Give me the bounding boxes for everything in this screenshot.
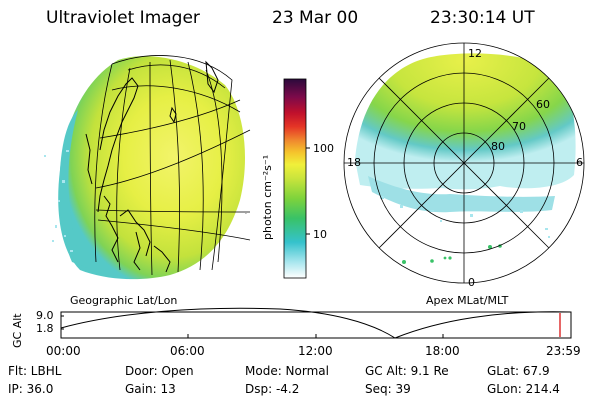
colorbar-tick-100: 100 [313, 142, 334, 155]
mlt-label-6: 6 [576, 156, 583, 169]
altitude-xtick-0600: 06:00 [170, 344, 205, 358]
door-label: Door: Open [125, 364, 194, 378]
geo-caption: Geographic Lat/Lon [70, 294, 178, 307]
filter-label: Flt: LBHL [8, 364, 62, 378]
mode-label: Mode: Normal [245, 364, 329, 378]
altitude-xtick-2359: 23:59 [546, 344, 581, 358]
altitude-xtick-1800: 18:00 [425, 344, 460, 358]
colorbar-tick-10: 10 [313, 228, 327, 241]
colorbar [283, 78, 310, 279]
time-label: 23:30:14 UT [430, 8, 535, 28]
gain-label: Gain: 13 [125, 382, 176, 396]
seq-label: Seq: 39 [365, 382, 411, 396]
ip-label: IP: 36.0 [8, 382, 54, 396]
altitude-ytick-high: 9.0 [36, 309, 54, 322]
altitude-ylabel: GC Alt [11, 313, 24, 348]
instrument-title: Ultraviolet Imager [46, 8, 200, 28]
mlt-label-18: 18 [347, 156, 361, 169]
glat-label: GLat: 67.9 [487, 364, 550, 378]
mlat-label-80: 80 [491, 140, 505, 153]
altitude-xtick-1200: 12:00 [298, 344, 333, 358]
mlat-label-70: 70 [512, 120, 526, 133]
altitude-xtick-0000: 00:00 [46, 344, 81, 358]
mlt-label-12: 12 [468, 47, 482, 60]
altitude-ytick-low: 1.8 [36, 322, 54, 335]
mlt-label-0: 0 [468, 276, 475, 289]
polar-caption: Apex MLat/MLT [426, 294, 509, 307]
date-label: 23 Mar 00 [272, 8, 359, 28]
colorbar-unit-label: photon cm⁻²s⁻¹ [261, 154, 274, 240]
svg-text:.: . [245, 209, 247, 216]
dsp-label: Dsp: -4.2 [245, 382, 300, 396]
glon-label: GLon: 214.4 [487, 382, 560, 396]
gc-alt-label: GC Alt: 9.1 Re [365, 364, 449, 378]
geographic-image: . [44, 55, 251, 280]
altitude-plot [60, 307, 572, 339]
mlat-label-60: 60 [536, 98, 550, 111]
polar-image [343, 42, 585, 284]
